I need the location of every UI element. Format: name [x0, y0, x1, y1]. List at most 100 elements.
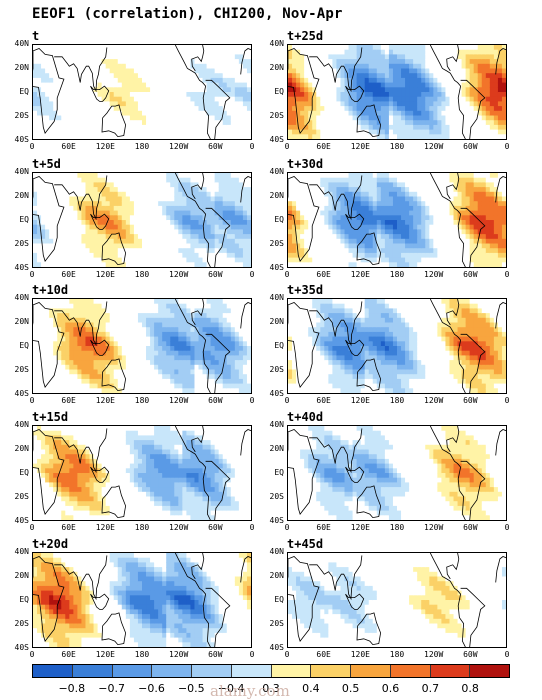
field-cell — [218, 96, 224, 102]
field-cell — [53, 482, 58, 488]
field-cell — [242, 440, 248, 446]
field-cell — [154, 45, 159, 51]
field-cell — [170, 374, 175, 380]
field-cell — [137, 468, 143, 474]
field-cell — [133, 388, 139, 393]
field-cell — [222, 501, 228, 507]
field-cell — [218, 224, 224, 230]
field-cell — [101, 243, 107, 249]
field-cell — [33, 191, 38, 198]
field-cell — [178, 229, 183, 235]
field-cell — [158, 378, 163, 385]
field-cell — [226, 449, 232, 455]
field-cell — [53, 220, 58, 226]
field-cell — [146, 491, 151, 498]
field-cell — [77, 383, 83, 389]
field-cell — [109, 110, 115, 117]
field-cell — [37, 224, 42, 230]
field-cell — [85, 355, 91, 361]
field-cell — [230, 341, 236, 347]
field-cell — [45, 482, 50, 488]
field-cell — [234, 473, 240, 479]
field-cell — [230, 262, 236, 267]
field-cell — [37, 458, 42, 465]
field-cell — [45, 477, 50, 483]
field-cell — [242, 210, 248, 216]
field-cell — [101, 322, 107, 328]
field-cell — [57, 581, 62, 587]
field-cell — [238, 220, 244, 226]
field-cell — [89, 388, 95, 393]
field-cell — [65, 115, 70, 121]
field-cell — [218, 303, 224, 309]
field-cell — [121, 196, 127, 202]
field-cell — [41, 341, 46, 347]
field-cell — [230, 257, 236, 263]
field-cell — [170, 73, 175, 79]
field-cell — [61, 454, 66, 460]
field-cell — [85, 73, 91, 79]
field-cell — [65, 350, 70, 356]
field-cell — [146, 477, 151, 483]
field-cell — [174, 501, 179, 507]
field-cell — [206, 454, 212, 460]
field-cell — [142, 220, 147, 226]
field-cell — [109, 54, 115, 60]
field-cell — [182, 341, 188, 347]
field-cell — [69, 553, 74, 559]
field-cell — [158, 515, 163, 520]
field-cell — [77, 173, 83, 179]
field-cell — [166, 101, 171, 107]
field-cell — [37, 191, 42, 198]
field-cell — [105, 106, 111, 112]
field-cell — [137, 238, 143, 245]
field-cell — [65, 101, 70, 107]
field-cell — [93, 482, 99, 488]
field-cell — [133, 124, 139, 131]
field-cell — [97, 505, 103, 512]
field-cell — [218, 173, 224, 179]
field-cell — [109, 632, 115, 639]
field-cell — [194, 322, 200, 328]
field-cell — [33, 224, 38, 230]
field-cell — [129, 210, 135, 216]
field-cell — [57, 515, 62, 520]
field-cell — [77, 614, 83, 620]
field-cell — [202, 444, 208, 451]
field-cell — [238, 505, 244, 512]
field-cell — [174, 238, 179, 245]
field-cell — [33, 54, 38, 60]
field-cell — [37, 496, 42, 502]
coastline — [240, 429, 251, 456]
field-cell — [125, 553, 131, 559]
field-cell — [137, 360, 143, 366]
field-cell — [125, 110, 131, 117]
field-cell — [210, 115, 216, 121]
field-cell — [89, 59, 95, 65]
field-cell — [53, 82, 58, 88]
field-cell — [89, 567, 95, 573]
field-cell — [226, 463, 232, 469]
field-cell — [222, 248, 228, 254]
field-cell — [226, 82, 232, 88]
field-cell — [45, 54, 50, 60]
field-cell — [137, 327, 143, 333]
field-cell — [206, 369, 212, 375]
field-cell — [150, 252, 155, 259]
field-cell — [81, 327, 87, 333]
field-cell — [150, 360, 155, 366]
field-cell — [222, 383, 228, 389]
panel-lag-label: t+15d — [32, 410, 69, 424]
field-cell — [178, 501, 183, 507]
field-cell — [45, 595, 50, 601]
field-cell — [150, 369, 155, 375]
field-cell — [222, 106, 228, 112]
field-cell — [65, 331, 70, 338]
field-cell — [117, 609, 123, 615]
field-cell — [69, 562, 74, 568]
field-cell — [182, 322, 188, 328]
field-cell — [133, 45, 139, 51]
field-cell — [238, 327, 244, 333]
field-cell — [77, 182, 83, 188]
field-cell — [230, 496, 236, 502]
